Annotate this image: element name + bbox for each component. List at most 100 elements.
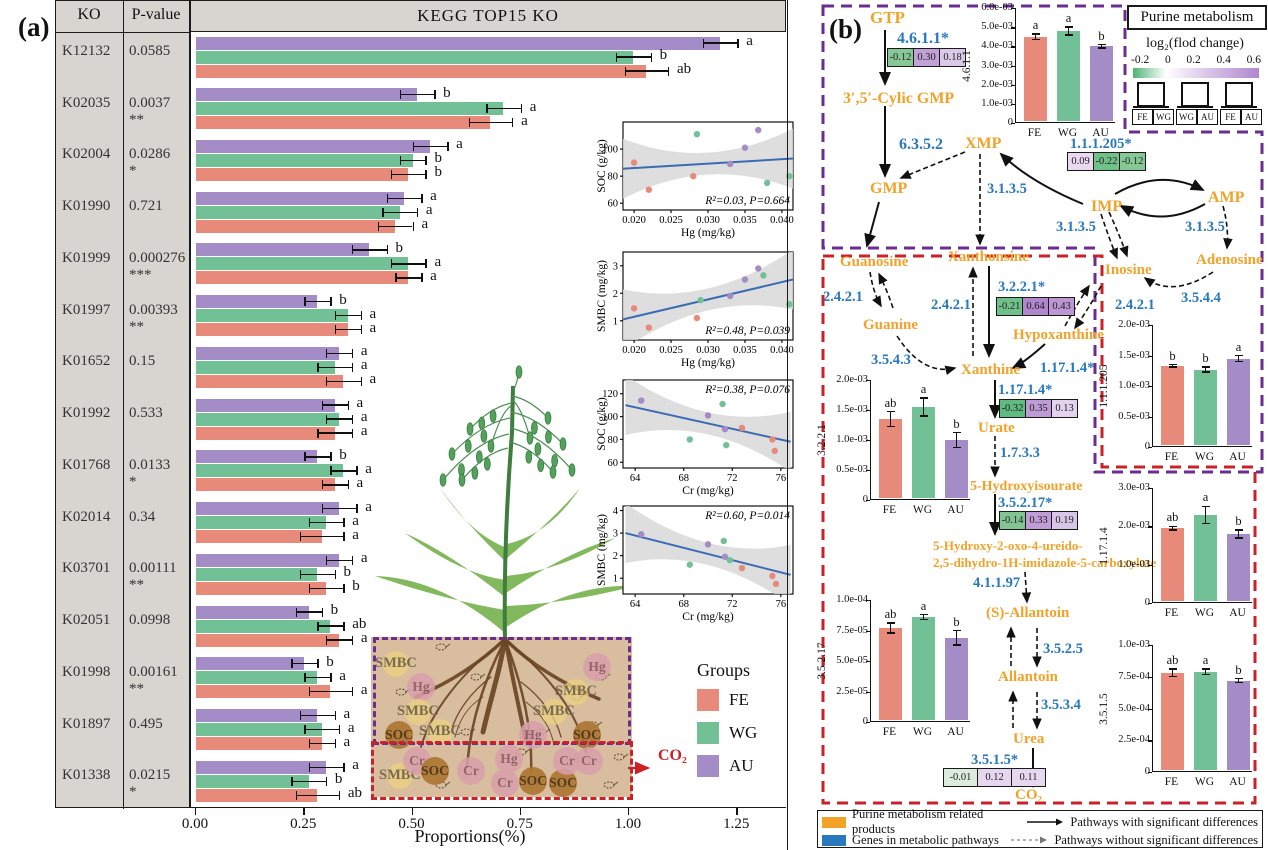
metabolite-s-allantoin: (S)-Allantoin xyxy=(986,605,1070,621)
svg-text:Hg (mg/kg): Hg (mg/kg) xyxy=(681,357,735,369)
mini-tick-mark xyxy=(1011,27,1015,29)
table-cell-stars: * xyxy=(129,473,137,490)
error-bar-cap xyxy=(325,555,328,565)
table-header-ko: KO xyxy=(77,6,101,23)
error-bar xyxy=(399,94,435,96)
mini-error-cap xyxy=(1234,677,1243,680)
error-bar-cap xyxy=(356,466,358,476)
soil-labels: SMBC Hg SMBC SOC SMBC Hg SMBC SMBC Hg SOC SMBC Cr SO… xyxy=(371,637,632,797)
heatmap-3221: -0.21 0.64 0.43 xyxy=(996,297,1075,316)
mini-error-cap xyxy=(1168,363,1177,366)
mini-tick-label: 1.5e-03 xyxy=(1118,349,1150,361)
mini-sig-letter: b xyxy=(1202,351,1209,366)
kegg-bar xyxy=(196,774,309,788)
error-bar-cap xyxy=(702,38,704,48)
mini-tick-mark xyxy=(1011,8,1015,10)
svg-text:1: 1 xyxy=(613,316,618,327)
mini-tick-mark xyxy=(866,470,870,472)
svg-text:SOC (g/kg): SOC (g/kg) xyxy=(596,139,608,193)
mini-chart-11714: 1.17.1.43.0e-032.0e-031.0e-030ababFEWGAU xyxy=(1098,482,1258,625)
table-cell-stars: * xyxy=(129,163,137,180)
mini-tick-mark xyxy=(1148,603,1152,605)
error-bar-cap xyxy=(351,362,354,372)
table-row: K01768 0.0133 * xyxy=(56,447,189,499)
product-label: Purine metabolism related products xyxy=(852,807,984,836)
mini-tick-label: 5.0e-04 xyxy=(1118,702,1150,714)
table-cell-stars: *** xyxy=(129,266,152,283)
mini-error-cap xyxy=(886,425,895,427)
error-bar-cap xyxy=(468,118,471,128)
sig-letter: b xyxy=(330,602,339,619)
error-bar xyxy=(624,70,668,72)
error-bar xyxy=(382,211,417,213)
comparison-pair-label: FE AU xyxy=(1220,109,1262,125)
error-bar xyxy=(295,794,339,796)
dashed-arrow-icon xyxy=(1011,836,1048,844)
enzyme-41197: 4.1.1.97 xyxy=(973,575,1021,591)
mini-chart-plot: ab a b xyxy=(870,380,970,500)
mini-tick-mark xyxy=(1148,447,1152,449)
error-bar-cap xyxy=(325,414,328,424)
kegg-bar xyxy=(196,567,318,581)
soil-label-cr: Cr xyxy=(491,769,519,797)
kegg-bar xyxy=(196,50,634,64)
mini-chart-plot: ab a b xyxy=(1152,645,1252,772)
soil-label-hg: Hg xyxy=(495,745,523,773)
mini-tick-label: 0 xyxy=(826,716,868,727)
error-bar-cap xyxy=(343,621,345,631)
mini-error-bar xyxy=(1237,530,1240,538)
heatmap-cell: -0.14 xyxy=(1000,512,1026,529)
error-bar-cap xyxy=(421,273,423,283)
table-cell-stars: ** xyxy=(129,318,144,335)
comparison-underline xyxy=(1177,106,1213,108)
mini-tick-label: 0 xyxy=(826,494,868,505)
axis-tick-label: 0.00 xyxy=(181,816,209,832)
table-cell-pvalue: 0.34 xyxy=(129,508,156,525)
error-bar xyxy=(299,714,335,717)
mini-tick-label: 0.5e-03 xyxy=(1118,410,1150,422)
panel-a-label: (a) xyxy=(18,12,50,42)
error-bar-cap xyxy=(343,518,345,528)
groups-legend-item: FE xyxy=(697,689,757,711)
pair-cell: FE xyxy=(1132,109,1153,125)
product-swatch xyxy=(822,816,846,828)
table-cell-ko: K01768 xyxy=(62,456,111,473)
error-bar-cap xyxy=(667,66,670,76)
mini-sig-letter: a xyxy=(1202,653,1209,668)
svg-text:100: 100 xyxy=(602,145,618,156)
error-bar xyxy=(325,352,352,355)
table-cell-ko: K12132 xyxy=(62,43,111,59)
soil-label-hg: Hg xyxy=(583,653,611,681)
mini-error-cap xyxy=(1031,38,1040,41)
error-bar-cap xyxy=(386,193,388,203)
gene-label: Genes in metabolic pathways xyxy=(852,832,999,847)
sig-letter: a xyxy=(425,202,433,219)
mini-sig-letter: b xyxy=(953,614,960,629)
error-bar-cap xyxy=(330,297,332,307)
error-bar xyxy=(390,263,426,265)
mini-error-cap xyxy=(1097,47,1106,49)
metabolite-ureido-line1: 5-Hydroxy-2-oxo-4-ureido- xyxy=(933,538,1083,553)
sig-letter: a xyxy=(434,253,442,270)
error-bar-cap xyxy=(351,348,354,358)
enzyme-3534: 3.5.3.4 xyxy=(1041,697,1081,713)
scale-tick-label: 0.4 xyxy=(1216,54,1231,66)
enzyme-11714-b: 1.17.1.4* xyxy=(998,382,1053,398)
axis-tick-label: 0.50 xyxy=(398,816,425,832)
fold-change-label: log₂(flod change) xyxy=(1146,36,1244,51)
metabolite-ureido-line2: 2,5-dihydro-1H-imidazole-5-carboxylate xyxy=(933,555,1157,570)
panel-divider xyxy=(787,0,788,850)
mini-error-cap xyxy=(1234,681,1243,684)
error-bar-cap xyxy=(291,659,293,669)
error-bar-cap xyxy=(351,687,354,697)
error-bar-cap xyxy=(334,325,336,335)
sig-letter: a xyxy=(352,512,359,529)
mini-tick-mark xyxy=(866,691,870,693)
axis-tick-mark xyxy=(628,808,630,815)
scale-tick-label: -0.2 xyxy=(1131,54,1150,66)
error-bar xyxy=(321,404,348,406)
metabolite-xanthonsine: Xanthonsine xyxy=(948,249,1029,265)
table-row: K12132 0.0585 xyxy=(56,33,189,85)
mini-tick-mark xyxy=(866,661,870,663)
